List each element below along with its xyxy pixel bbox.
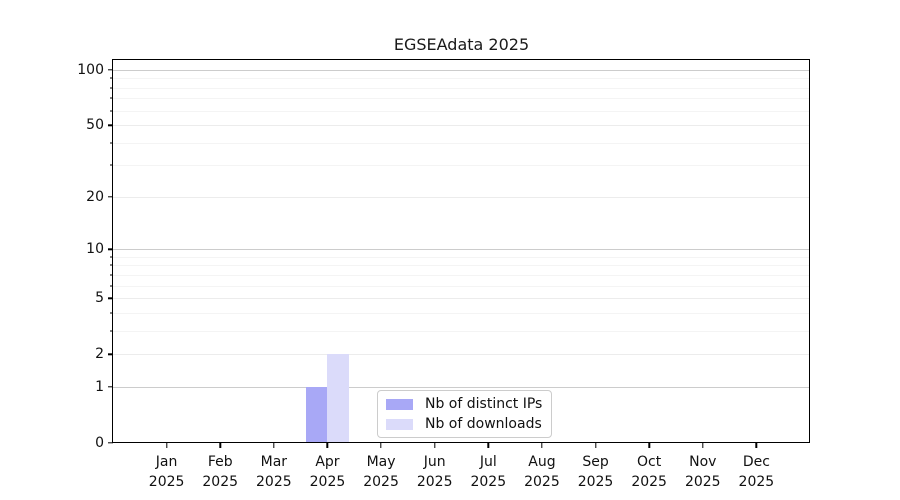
gridline-y-10 [113, 249, 810, 251]
gridline-y-4 [113, 312, 810, 314]
gridline-y-90 [113, 78, 810, 80]
y-tick-label: 5 [95, 290, 104, 307]
gridline-y-30 [113, 165, 810, 167]
y-tick-label: 20 [86, 188, 104, 205]
gridline-y-1 [113, 386, 810, 388]
gridline-y-2 [113, 354, 810, 356]
y-tick-mark [108, 442, 113, 444]
x-tick-mark [219, 443, 221, 448]
y-tick-label: 2 [95, 346, 104, 363]
x-tick-label: May 2025 [363, 454, 399, 491]
x-tick-label: Aug 2025 [524, 454, 560, 491]
y-minor-tick-mark [110, 274, 113, 276]
y-tick-mark [108, 297, 113, 299]
x-tick-label: Mar 2025 [256, 454, 292, 491]
x-tick-label: Nov 2025 [684, 454, 721, 491]
y-minor-tick-mark [110, 285, 113, 287]
y-minor-tick-mark [110, 142, 113, 144]
x-tick-mark [326, 443, 329, 448]
gridline-y-70 [113, 98, 810, 100]
y-minor-tick-mark [110, 264, 113, 266]
x-tick-label: Dec 2025 [738, 454, 775, 491]
y-minor-tick-mark [110, 110, 113, 112]
x-tick-label: Oct 2025 [631, 454, 667, 491]
legend-label: Nb of downloads [425, 416, 542, 432]
x-tick-mark [541, 443, 543, 448]
y-tick-mark [108, 69, 113, 71]
legend-item-distinct-ips: Nb of distinct IPs [386, 396, 543, 412]
gridline-y-80 [113, 87, 810, 89]
y-minor-tick-mark [110, 330, 113, 332]
y-tick-mark [108, 386, 113, 388]
x-tick-label: Jan 2025 [148, 454, 185, 491]
x-tick-label: Sep 2025 [577, 454, 614, 491]
y-minor-tick-mark [110, 87, 113, 89]
y-tick-label: 1 [95, 378, 104, 395]
y-minor-tick-mark [110, 312, 113, 314]
legend-item-downloads: Nb of downloads [386, 416, 543, 432]
x-tick-mark [433, 443, 436, 448]
x-tick-mark [487, 443, 489, 448]
y-tick-label: 100 [77, 62, 104, 78]
plot-frame [112, 59, 810, 443]
x-tick-mark [273, 443, 275, 448]
legend-swatch [386, 398, 413, 410]
y-tick-mark [108, 353, 113, 355]
x-tick-label: Jun 2025 [416, 454, 453, 491]
gridline-y-6 [113, 285, 810, 287]
y-tick-mark [108, 248, 113, 250]
x-tick-mark [702, 443, 704, 448]
x-tick-mark [165, 443, 168, 448]
x-tick-mark [594, 443, 597, 448]
x-tick-label: Jul 2025 [470, 454, 507, 491]
y-tick-label: 10 [86, 241, 104, 258]
bar-downloads [327, 354, 349, 443]
gridline-y-60 [113, 110, 810, 112]
bar-distinct-ips [306, 386, 328, 443]
x-tick-label: Feb 2025 [202, 454, 239, 491]
y-minor-tick-mark [110, 97, 113, 99]
x-tick-mark [648, 443, 650, 448]
legend-label: Nb of distinct IPs [425, 396, 543, 412]
gridline-y-3 [113, 330, 810, 332]
gridline-y-40 [113, 142, 810, 144]
y-minor-tick-mark [110, 164, 113, 166]
y-tick-mark [108, 124, 113, 126]
x-tick-mark [380, 443, 382, 448]
gridline-y-5 [113, 298, 810, 300]
x-tick-mark [755, 443, 758, 448]
chart-title: EGSEAdata 2025 [393, 35, 530, 54]
y-tick-label: 0 [95, 435, 104, 451]
gridline-y-100 [113, 70, 810, 71]
y-tick-label: 50 [86, 117, 104, 134]
gridline-y-50 [113, 125, 810, 127]
gridline-y-8 [113, 265, 810, 267]
gridline-y-20 [113, 196, 810, 198]
y-minor-tick-mark [110, 256, 113, 258]
y-minor-tick-mark [110, 77, 113, 79]
y-tick-mark [108, 196, 113, 198]
gridline-y-7 [113, 274, 810, 276]
legend: Nb of distinct IPs Nb of downloads [377, 390, 552, 438]
legend-swatch [386, 418, 413, 430]
gridline-y-9 [113, 256, 810, 258]
x-tick-label: Apr 2025 [309, 454, 346, 491]
